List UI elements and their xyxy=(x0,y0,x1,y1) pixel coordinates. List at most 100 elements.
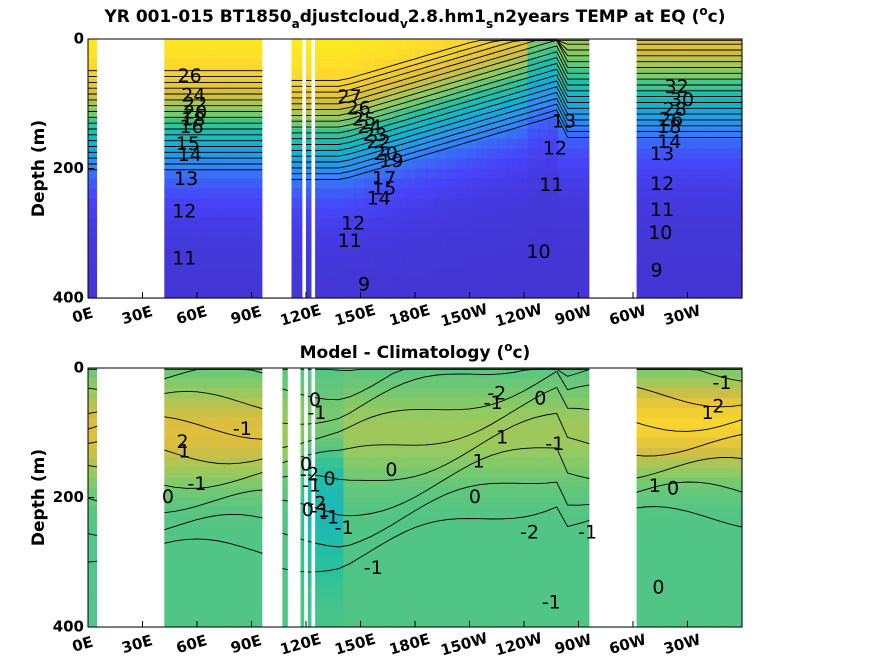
field-cell xyxy=(169,288,181,299)
field-cell xyxy=(374,88,385,100)
field-cell xyxy=(241,118,253,130)
field-cell xyxy=(200,487,212,499)
field-cell xyxy=(486,48,498,60)
field-cell xyxy=(415,168,426,180)
field-cell xyxy=(425,377,437,389)
field-cell xyxy=(415,547,426,558)
field-cell xyxy=(169,527,181,538)
field-cell xyxy=(506,218,518,229)
field-cell xyxy=(435,78,447,90)
field-cell xyxy=(200,168,212,180)
field-cell xyxy=(568,48,580,60)
field-cell xyxy=(690,128,702,140)
field-cell xyxy=(425,138,437,150)
field-cell xyxy=(169,467,181,479)
field-cell xyxy=(517,278,529,289)
field-cell xyxy=(231,437,242,449)
field-cell xyxy=(159,188,171,199)
field-cell xyxy=(353,108,365,120)
field-cell xyxy=(394,68,406,80)
field-cell xyxy=(302,238,314,249)
field-cell xyxy=(251,288,263,299)
field-cell xyxy=(251,108,263,120)
field-cell xyxy=(404,248,416,259)
field-cell xyxy=(650,527,661,538)
field-cell xyxy=(701,238,712,249)
field-cell xyxy=(363,278,375,289)
field-cell xyxy=(435,39,447,50)
field-cell xyxy=(455,278,467,289)
field-cell xyxy=(455,407,467,419)
field-cell xyxy=(404,407,416,419)
field-cell xyxy=(374,397,385,409)
contour-label: 14 xyxy=(657,131,681,153)
field-cell xyxy=(251,547,263,558)
field-cell xyxy=(711,228,723,239)
field-cell xyxy=(660,537,672,548)
field-cell xyxy=(179,467,191,479)
field-cell xyxy=(455,527,467,538)
field-cell xyxy=(231,248,242,259)
field-cell xyxy=(374,527,385,538)
field-cell xyxy=(466,208,477,219)
field-cell xyxy=(496,208,508,219)
field-cell xyxy=(476,527,488,538)
land-mask-strip xyxy=(304,368,308,627)
contour-label: -1 xyxy=(320,507,339,529)
contour-label: -1 xyxy=(542,592,561,614)
field-cell xyxy=(404,567,416,578)
field-cell xyxy=(547,168,559,180)
field-cell xyxy=(578,557,590,568)
field-cell xyxy=(374,148,385,160)
field-cell xyxy=(353,198,365,209)
field-cell xyxy=(558,427,569,439)
field-cell xyxy=(179,208,191,219)
field-cell xyxy=(435,218,447,229)
field-cell xyxy=(179,617,191,628)
field-cell xyxy=(711,258,723,269)
field-cell xyxy=(455,188,467,199)
field-cell xyxy=(690,278,702,289)
field-cell xyxy=(660,487,672,499)
field-cell xyxy=(88,567,99,578)
field-cell xyxy=(190,527,202,538)
field-cell xyxy=(374,517,385,528)
field-cell xyxy=(568,427,580,439)
field-cell xyxy=(639,607,651,618)
field-cell xyxy=(578,507,590,519)
field-cell xyxy=(88,258,99,269)
field-cell xyxy=(384,607,396,618)
field-cell xyxy=(323,387,334,399)
field-cell xyxy=(547,128,559,140)
field-cell xyxy=(404,437,416,449)
field-cell xyxy=(363,48,375,60)
field-cell xyxy=(343,168,355,180)
field-cell xyxy=(721,447,733,459)
field-cell xyxy=(343,617,355,628)
field-cell xyxy=(537,397,549,409)
field-cell xyxy=(384,68,396,80)
field-cell xyxy=(200,457,212,469)
field-cell xyxy=(527,228,539,239)
field-cell xyxy=(527,587,539,598)
field-cell xyxy=(415,427,426,439)
field-cell xyxy=(333,138,345,150)
field-cell xyxy=(690,168,702,180)
title-part: 2.8.hm1 xyxy=(408,7,486,27)
field-cell xyxy=(241,248,253,259)
field-cell xyxy=(476,427,488,439)
field-cell xyxy=(384,178,396,190)
field-cell xyxy=(210,467,222,479)
field-cell xyxy=(558,178,569,190)
field-cell xyxy=(650,58,661,70)
field-cell xyxy=(435,427,447,439)
field-cell xyxy=(343,437,355,449)
field-cell xyxy=(363,507,375,519)
field-cell xyxy=(537,407,549,419)
field-cell xyxy=(425,487,437,499)
field-cell xyxy=(506,467,518,479)
field-cell xyxy=(680,607,692,618)
field-cell xyxy=(353,208,365,219)
field-cell xyxy=(374,218,385,229)
field-cell xyxy=(455,98,467,110)
